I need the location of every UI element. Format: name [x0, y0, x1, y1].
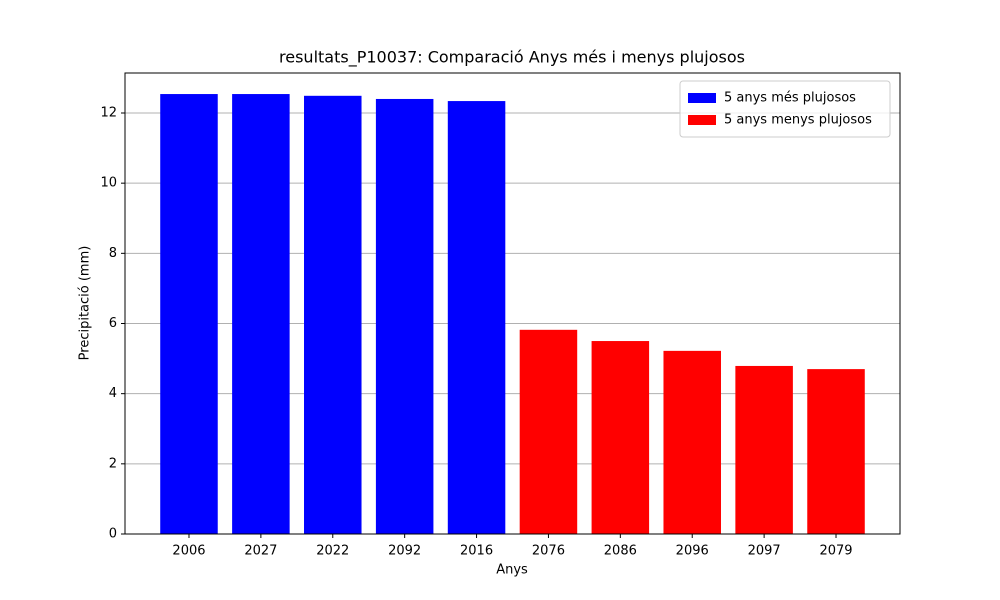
bar [375, 98, 434, 534]
y-tick-label: 6 [109, 316, 117, 331]
bar [304, 95, 362, 534]
bar [807, 369, 865, 534]
bar [160, 94, 218, 534]
y-tick-label: 0 [109, 527, 117, 542]
legend-box [679, 80, 891, 138]
bar [447, 101, 506, 535]
bar [735, 365, 793, 534]
x-tick-label: 2076 [532, 544, 565, 559]
x-axis-label: Anys [496, 563, 528, 578]
x-tick-label: 2086 [604, 544, 637, 559]
legend-label: 5 anys més plujosos [724, 91, 856, 106]
x-tick-label: 2016 [460, 544, 493, 559]
legend-label: 5 anys menys plujosos [724, 113, 872, 128]
bar [591, 341, 650, 534]
plot-frame [124, 72, 901, 535]
y-tick-label: 10 [100, 176, 117, 191]
legend-swatch [688, 93, 716, 103]
x-tick-label: 2022 [316, 544, 349, 559]
y-tick-label: 8 [109, 246, 117, 261]
y-tick-label: 2 [109, 456, 117, 471]
bar [663, 350, 721, 534]
chart-title: resultats_P10037: Comparació Anys més i … [279, 48, 745, 68]
x-tick-label: 2097 [748, 544, 781, 559]
bar [232, 94, 290, 534]
y-tick-label: 12 [100, 105, 117, 120]
y-axis-label: Precipitació (mm) [78, 246, 93, 361]
bar [519, 329, 578, 534]
x-tick-label: 2096 [676, 544, 709, 559]
x-tick-label: 2092 [388, 544, 421, 559]
x-tick-label: 2027 [244, 544, 277, 559]
x-tick-label: 2006 [172, 544, 205, 559]
legend-swatch [688, 115, 716, 125]
x-tick-label: 2079 [819, 544, 852, 559]
y-tick-label: 4 [109, 386, 117, 401]
